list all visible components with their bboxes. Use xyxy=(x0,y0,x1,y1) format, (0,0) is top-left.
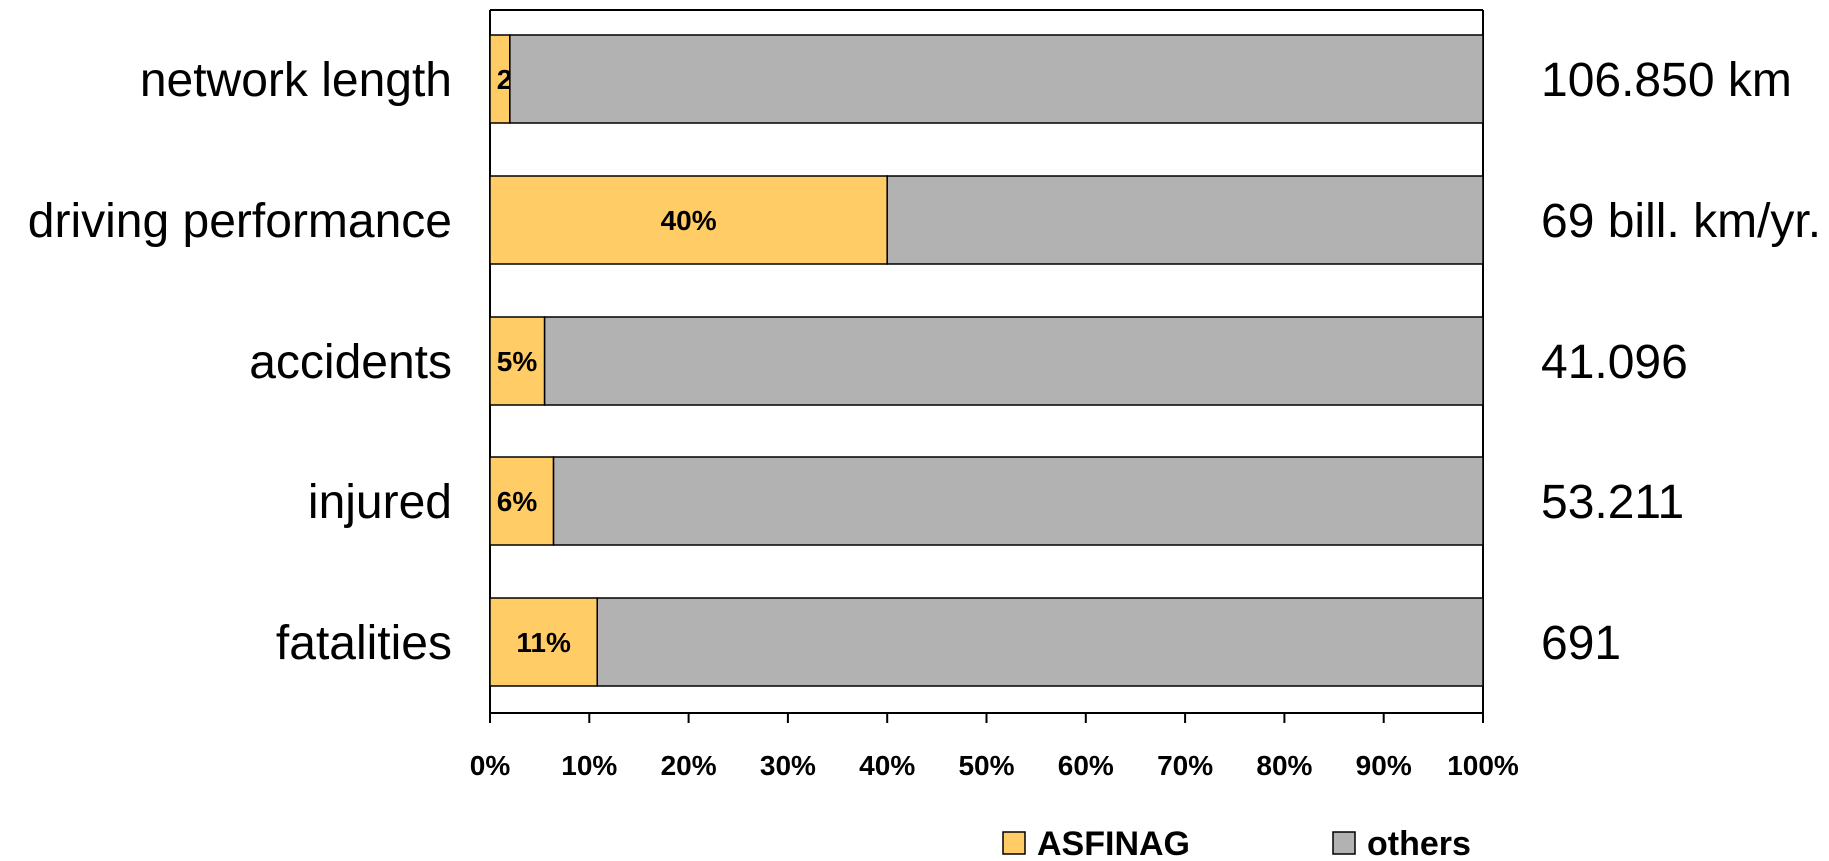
category-label-4: fatalities xyxy=(276,617,452,670)
x-tick-label-6: 60% xyxy=(1058,750,1114,781)
total-label-2: 41.096 xyxy=(1541,336,1688,389)
x-tick-label-9: 90% xyxy=(1356,750,1412,781)
data-label-2: 5% xyxy=(497,346,538,377)
category-label-0: network length xyxy=(140,54,452,107)
bar-asfinag-2 xyxy=(489,316,546,406)
legend-label-others: others xyxy=(1367,825,1471,861)
x-tick-label-3: 30% xyxy=(760,750,816,781)
total-label-3: 53.211 xyxy=(1541,476,1684,529)
data-label-1: 40% xyxy=(661,205,717,236)
x-tick-label-8: 80% xyxy=(1256,750,1312,781)
x-tick-label-1: 10% xyxy=(561,750,617,781)
bar-others-3 xyxy=(552,456,1484,546)
x-tick-label-10: 100% xyxy=(1447,750,1519,781)
bar-others-2 xyxy=(543,316,1484,406)
data-label-4: 11% xyxy=(516,627,571,658)
x-tick-label-5: 50% xyxy=(958,750,1014,781)
category-labels: network length driving performance acciden… xyxy=(28,54,452,670)
total-label-4: 691 xyxy=(1541,617,1621,670)
bar-others-0 xyxy=(509,34,1484,124)
bar-asfinag-3 xyxy=(489,456,555,546)
category-label-2: accidents xyxy=(249,336,452,389)
x-tick-label-7: 70% xyxy=(1157,750,1213,781)
total-labels: 106.850 km 69 bill. km/yr. 41.096 53.211 691 xyxy=(1541,54,1821,670)
legend-swatch-others xyxy=(1332,831,1356,855)
bars-group: 2%40%5%6%11% xyxy=(489,34,1484,687)
total-label-1: 69 bill. km/yr. xyxy=(1541,195,1821,248)
bar-others-1 xyxy=(886,175,1484,265)
x-tick-label-0: 0% xyxy=(470,750,511,781)
x-tick-label-4: 40% xyxy=(859,750,915,781)
data-label-3: 6% xyxy=(497,486,538,517)
bar-others-4 xyxy=(596,597,1484,687)
legend-swatch-asfinag xyxy=(1002,831,1026,855)
legend: ASFINAG others xyxy=(1002,825,1471,861)
category-label-1: driving performance xyxy=(28,195,452,248)
bar-asfinag-4 xyxy=(489,597,598,687)
legend-label-asfinag: ASFINAG xyxy=(1037,825,1190,861)
total-label-0: 106.850 km xyxy=(1541,54,1792,107)
category-label-3: injured xyxy=(308,476,452,529)
x-axis: 0% 10% 20% 30% 40% 50% 60% 70% 80% 90% 100% xyxy=(470,712,1519,781)
x-tick-label-2: 20% xyxy=(661,750,717,781)
